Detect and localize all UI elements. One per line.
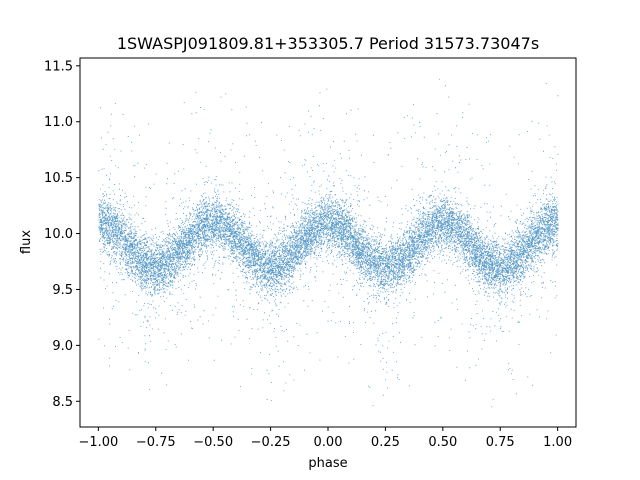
y-tick-label: 9.0	[52, 339, 73, 354]
x-tick-label: 0.75	[486, 435, 515, 450]
y-tick-label: 9.5	[52, 283, 73, 298]
x-axis-label: phase	[308, 456, 347, 471]
x-tick-label: −1.00	[78, 435, 118, 450]
y-axis-label: flux	[19, 230, 34, 254]
y-tick-label: 11.5	[44, 59, 73, 74]
scatter-points	[98, 78, 559, 408]
data-point-cloud	[98, 78, 559, 408]
y-tick-label: 10.0	[44, 227, 73, 242]
x-tick-label: 1.00	[543, 435, 572, 450]
y-tick-label: 10.5	[44, 171, 73, 186]
x-tick-label: 0.50	[428, 435, 457, 450]
y-tick-label: 11.0	[44, 115, 73, 130]
x-axis: −1.00 −0.75 −0.50 −0.25 0.00 0.25 0.50 0.75 1.00	[78, 427, 572, 450]
chart-title: 1SWASPJ091809.81+353305.7 Period 31573.7…	[117, 34, 539, 53]
y-tick-label: 8.5	[52, 395, 73, 410]
x-tick-label: 0.25	[371, 435, 400, 450]
x-tick-label: −0.50	[193, 435, 233, 450]
x-tick-label: −0.25	[251, 435, 291, 450]
y-axis: 8.5 9.0 9.5 10.0 10.5 11.0 11.5	[44, 59, 80, 410]
x-tick-label: 0.00	[314, 435, 343, 450]
x-tick-label: −0.75	[136, 435, 176, 450]
